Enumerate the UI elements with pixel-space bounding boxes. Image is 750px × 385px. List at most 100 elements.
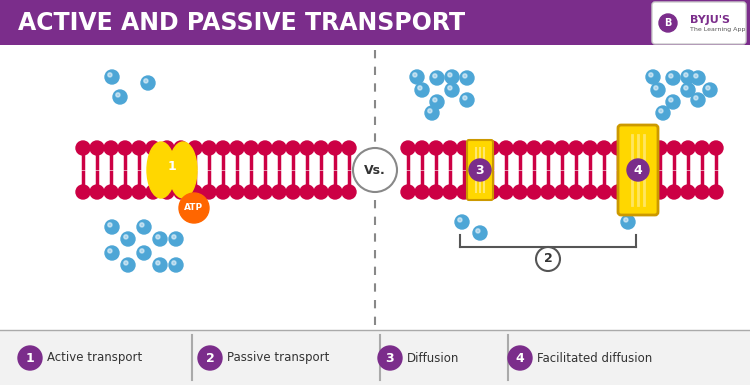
Circle shape — [639, 141, 653, 155]
Circle shape — [156, 235, 160, 239]
Circle shape — [286, 141, 300, 155]
Circle shape — [202, 185, 216, 199]
Circle shape — [443, 141, 457, 155]
Circle shape — [162, 156, 182, 176]
Circle shape — [174, 185, 188, 199]
Circle shape — [137, 246, 151, 260]
Circle shape — [471, 141, 485, 155]
Circle shape — [499, 185, 513, 199]
Circle shape — [429, 185, 443, 199]
Circle shape — [353, 148, 397, 192]
Circle shape — [216, 141, 230, 155]
Text: BYJU'S: BYJU'S — [690, 15, 730, 25]
Circle shape — [415, 185, 429, 199]
Circle shape — [124, 235, 128, 239]
Circle shape — [202, 141, 216, 155]
Circle shape — [172, 235, 176, 239]
Circle shape — [418, 86, 422, 90]
Circle shape — [654, 86, 658, 90]
Circle shape — [124, 261, 128, 265]
Text: ACTIVE AND PASSIVE TRANSPORT: ACTIVE AND PASSIVE TRANSPORT — [18, 11, 465, 35]
Circle shape — [621, 215, 635, 229]
Circle shape — [172, 261, 176, 265]
Circle shape — [169, 232, 183, 246]
FancyBboxPatch shape — [467, 140, 493, 200]
Circle shape — [653, 185, 667, 199]
Circle shape — [485, 141, 499, 155]
Circle shape — [328, 185, 342, 199]
Circle shape — [649, 73, 653, 77]
Circle shape — [639, 185, 653, 199]
Circle shape — [76, 141, 90, 155]
Circle shape — [555, 185, 569, 199]
Circle shape — [230, 141, 244, 155]
Circle shape — [684, 86, 688, 90]
Text: Facilitated diffusion: Facilitated diffusion — [537, 352, 652, 365]
Circle shape — [476, 229, 480, 233]
Circle shape — [695, 185, 709, 199]
Circle shape — [141, 76, 155, 90]
Circle shape — [460, 71, 474, 85]
Circle shape — [445, 83, 459, 97]
Circle shape — [667, 185, 681, 199]
Circle shape — [691, 71, 705, 85]
Circle shape — [443, 185, 457, 199]
Circle shape — [425, 106, 439, 120]
Circle shape — [536, 247, 560, 271]
Circle shape — [132, 185, 146, 199]
Circle shape — [378, 346, 402, 370]
Circle shape — [669, 98, 673, 102]
Circle shape — [188, 141, 202, 155]
Circle shape — [258, 185, 272, 199]
Circle shape — [469, 159, 491, 181]
Circle shape — [709, 141, 723, 155]
Circle shape — [427, 109, 432, 113]
Circle shape — [105, 220, 119, 234]
Circle shape — [156, 261, 160, 265]
Circle shape — [121, 258, 135, 272]
Circle shape — [415, 83, 429, 97]
Circle shape — [473, 226, 487, 240]
Circle shape — [508, 346, 532, 370]
Circle shape — [146, 185, 160, 199]
Circle shape — [445, 70, 459, 84]
Circle shape — [153, 258, 167, 272]
Circle shape — [137, 220, 151, 234]
Circle shape — [611, 141, 625, 155]
Text: 4: 4 — [634, 164, 642, 176]
Circle shape — [694, 74, 698, 78]
Circle shape — [300, 141, 314, 155]
Circle shape — [458, 218, 462, 222]
Circle shape — [174, 141, 188, 155]
Circle shape — [471, 185, 485, 199]
Circle shape — [430, 95, 444, 109]
FancyBboxPatch shape — [652, 2, 746, 44]
Circle shape — [681, 185, 695, 199]
FancyBboxPatch shape — [0, 330, 750, 385]
Text: 2: 2 — [206, 352, 214, 365]
Circle shape — [314, 141, 328, 155]
Circle shape — [244, 141, 258, 155]
Circle shape — [527, 185, 541, 199]
Text: Diffusion: Diffusion — [407, 352, 459, 365]
Text: ATP: ATP — [184, 204, 203, 213]
Circle shape — [681, 70, 695, 84]
Circle shape — [169, 258, 183, 272]
Circle shape — [160, 141, 174, 155]
Circle shape — [144, 79, 148, 83]
Text: The Learning App: The Learning App — [690, 27, 746, 32]
Circle shape — [455, 215, 469, 229]
Circle shape — [695, 141, 709, 155]
Circle shape — [342, 185, 356, 199]
Circle shape — [513, 185, 527, 199]
Circle shape — [104, 141, 118, 155]
Text: 3: 3 — [476, 164, 484, 176]
Circle shape — [272, 141, 286, 155]
Circle shape — [653, 141, 667, 155]
Circle shape — [666, 95, 680, 109]
Circle shape — [681, 141, 695, 155]
Circle shape — [113, 90, 127, 104]
Circle shape — [286, 185, 300, 199]
Circle shape — [463, 74, 467, 78]
Circle shape — [527, 141, 541, 155]
